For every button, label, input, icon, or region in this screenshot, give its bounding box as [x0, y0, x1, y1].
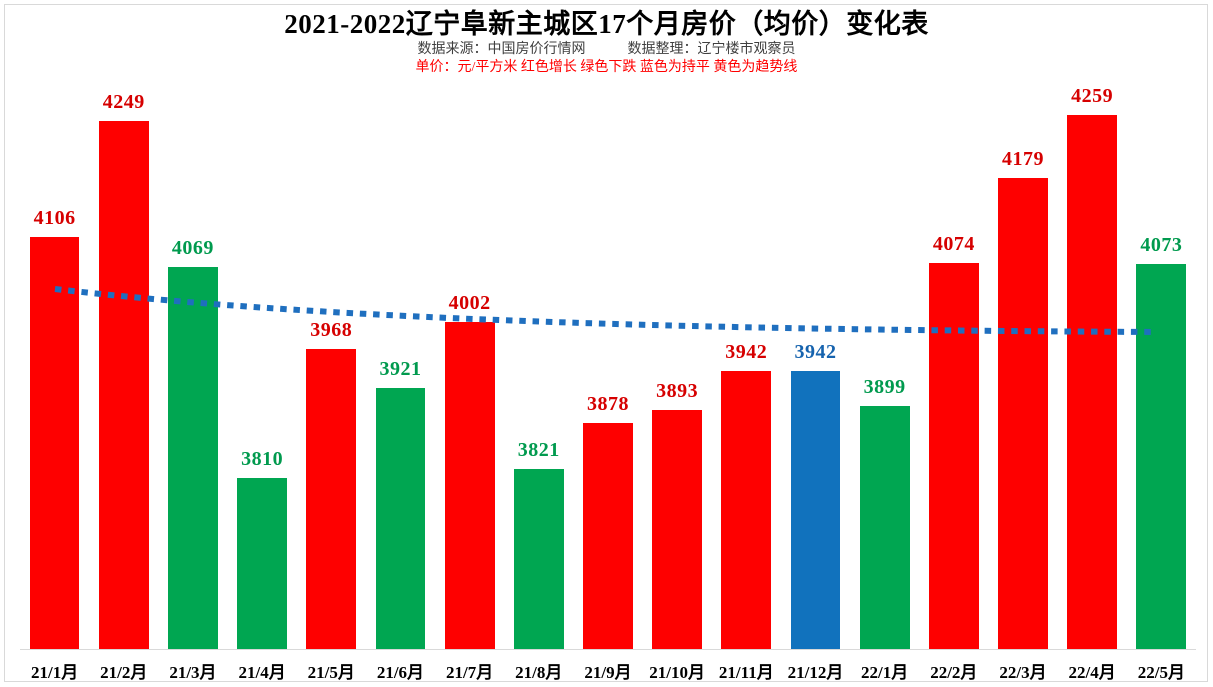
x-axis-label: 21/2月 [100, 662, 148, 682]
x-axis-label: 21/3月 [169, 662, 217, 682]
bar-21/10月 [652, 410, 703, 649]
plot-area: 4106 4249 4069 3810 3968 3921 4002 3821 3878 3893… [20, 85, 1196, 650]
chart-title: 2021-2022辽宁阜新主城区17个月房价（均价）变化表 [284, 9, 929, 39]
x-axis-label: 21/11月 [718, 662, 774, 682]
bar-column: 3921 [366, 85, 435, 649]
bar-column: 3968 [297, 85, 366, 649]
bar-value-label: 3878 [586, 393, 629, 415]
bar-22/1月 [859, 406, 910, 649]
bar-value-label: 3942 [794, 341, 837, 363]
x-axis-label: 21/1月 [30, 662, 79, 682]
bar-21/4月 [237, 478, 287, 649]
bar-column: 4249 [89, 85, 158, 649]
bar-column: 3821 [504, 85, 573, 649]
x-axis-label: 22/3月 [999, 662, 1047, 682]
bar-value-label: 4074 [932, 233, 975, 255]
x-axis-label: 21/9月 [584, 662, 632, 682]
x-axis-label: 21/8月 [515, 662, 563, 682]
bar-value-label: 3942 [725, 341, 768, 363]
bar-column: 3942 [712, 85, 781, 649]
x-axis-line [20, 649, 1196, 650]
bar-column: 4179 [988, 85, 1057, 649]
x-axis-label: 21/12月 [787, 662, 844, 682]
bar-column: 4259 [1058, 85, 1127, 649]
bar-column: 4074 [919, 85, 988, 649]
bar-21/11月 [721, 371, 772, 649]
bar-21/12月 [790, 371, 841, 649]
bar-22/3月 [998, 178, 1048, 649]
bar-21/8月 [513, 469, 564, 649]
bar-value-label: 4073 [1140, 234, 1183, 256]
x-axis-label: 21/7月 [446, 662, 494, 682]
x-axis-label: 21/4月 [238, 662, 286, 682]
bars-container: 4106 4249 4069 3810 3968 3921 4002 3821 3878 3893… [20, 85, 1196, 649]
bar-column: 3810 [228, 85, 297, 649]
bar-21/9月 [583, 423, 633, 649]
bar-value-label: 4002 [448, 292, 491, 314]
x-axis-labels: 21/1月 21/2月 21/3月 21/4月 21/5月 21/6月 21/7月 21/8月… [20, 653, 1196, 687]
bar-value-label: 3821 [517, 439, 560, 461]
bar-21/6月 [375, 388, 426, 649]
bar-value-label: 4069 [171, 237, 214, 259]
bar-value-label: 4259 [1071, 85, 1114, 107]
bar-21/5月 [306, 349, 357, 649]
bar-value-label: 3893 [656, 380, 699, 402]
bar-value-label: 3899 [863, 376, 906, 398]
data-editor-label: 数据整理：辽宁楼市观察员 [627, 42, 796, 57]
bar-value-label: 4179 [1001, 148, 1044, 170]
legend-note: 单价：元/平方米 红色增长 绿色下跌 蓝色为持平 黄色为趋势线 [415, 60, 798, 75]
bar-22/4月 [1067, 115, 1118, 649]
bar-column: 3942 [781, 85, 850, 649]
bar-column: 3893 [643, 85, 712, 649]
bar-column: 4106 [20, 85, 89, 649]
bar-value-label: 4249 [102, 91, 145, 113]
bar-column: 3899 [850, 85, 919, 649]
bar-21/3月 [168, 267, 218, 649]
bar-21/7月 [444, 322, 495, 649]
bar-22/2月 [928, 263, 979, 649]
x-axis-label: 21/5月 [307, 662, 355, 682]
x-axis-label: 22/4月 [1068, 662, 1116, 682]
x-axis-label: 21/10月 [649, 662, 705, 682]
x-axis-label: 21/6月 [376, 662, 425, 682]
chart-subtitle: 数据来源：中国房价行情网 数据整理：辽宁楼市观察员 [0, 41, 1213, 58]
data-source-label: 数据来源：中国房价行情网 [417, 42, 586, 57]
bar-column: 3878 [573, 85, 642, 649]
bar-column: 4069 [158, 85, 227, 649]
bar-value-label: 3968 [310, 319, 353, 341]
bar-column: 4073 [1127, 85, 1196, 649]
x-axis-label: 22/5月 [1137, 662, 1185, 682]
bar-column: 4002 [435, 85, 504, 649]
bar-22/5月 [1136, 264, 1187, 649]
chart-header: 2021-2022辽宁阜新主城区17个月房价（均价）变化表 数据来源：中国房价行… [0, 8, 1213, 76]
bar-value-label: 4106 [33, 207, 76, 229]
x-axis-label: 22/1月 [861, 662, 909, 682]
bar-value-label: 3810 [241, 448, 284, 470]
x-axis-label: 22/2月 [930, 662, 978, 682]
bar-value-label: 3921 [379, 358, 422, 380]
bar-21/2月 [98, 121, 149, 649]
bar-21/1月 [29, 237, 80, 649]
